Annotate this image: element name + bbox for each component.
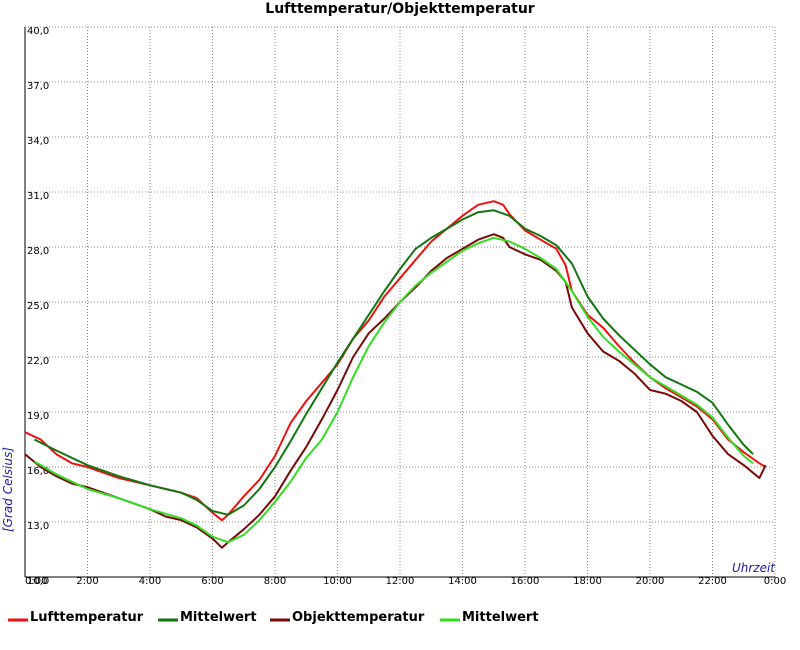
y-tick-label: 37,0	[27, 81, 49, 92]
x-tick-labels: 0:00 2:00 4:00 6:00 8:00 10:00 12:00 14:00 16:00…	[25, 576, 786, 587]
series-line-2	[33, 209, 754, 516]
chart-title: Lufttemperatur/Objekttemperatur	[265, 1, 535, 17]
y-tick-label: 10,0	[27, 576, 49, 587]
y-tick-label: 22,0	[27, 356, 49, 367]
legend-label: Objekttemperatur	[292, 610, 425, 625]
x-tick-label: 20:00	[636, 576, 665, 587]
y-tick-label: 31,0	[27, 191, 49, 202]
y-tick-label: 34,0	[27, 136, 49, 147]
series-lines	[24, 200, 767, 549]
x-tick-label: 16:00	[511, 576, 540, 587]
x-tick-label: 0:00	[25, 576, 47, 587]
y-tick-labels: 10,0 13,0 16,0 19,0 22,0 25,0 28,0 31,0 34,0 37,0…	[27, 26, 49, 587]
x-tick-label: 0:00	[764, 576, 786, 587]
grid	[24, 26, 776, 578]
y-tick-label: 28,0	[27, 246, 49, 257]
y-tick-label: 19,0	[27, 411, 49, 422]
x-tick-label: 18:00	[573, 576, 602, 587]
series-line-3	[24, 233, 767, 549]
y-tick-label: 16,0	[27, 466, 49, 477]
x-tick-label: 12:00	[386, 576, 415, 587]
x-axis-label: Uhrzeit	[732, 561, 776, 575]
legend: Lufttemperatur Mittelwert Objekttemperatur…	[8, 610, 539, 625]
x-tick-label: 2:00	[76, 576, 98, 587]
x-tick-label: 4:00	[139, 576, 161, 587]
y-axis-label: [Grad Celsius]	[1, 447, 15, 532]
y-tick-label: 40,0	[27, 26, 49, 37]
legend-label: Mittelwert	[462, 610, 539, 625]
x-tick-label: 10:00	[323, 576, 352, 587]
legend-label: Mittelwert	[180, 610, 257, 625]
y-tick-label: 25,0	[27, 301, 49, 312]
legend-label: Lufttemperatur	[30, 610, 144, 625]
x-tick-label: 14:00	[448, 576, 477, 587]
series-line-4	[33, 236, 754, 544]
y-tick-label: 13,0	[27, 521, 49, 532]
series-line-1	[24, 200, 767, 522]
x-tick-label: 8:00	[264, 576, 286, 587]
x-tick-label: 6:00	[201, 576, 223, 587]
x-tick-label: 22:00	[698, 576, 727, 587]
